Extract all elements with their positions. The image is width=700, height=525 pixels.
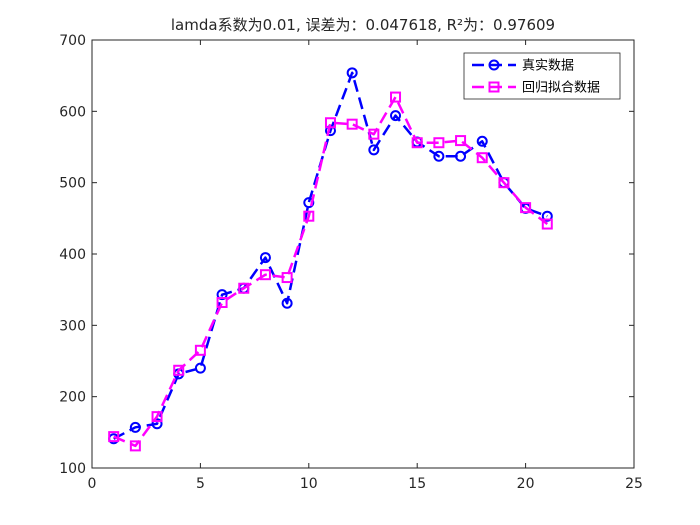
chart-title: lamda系数为0.01, 误差为：0.047618, R²为：0.97609 bbox=[171, 16, 555, 34]
legend-marker-2 bbox=[488, 81, 500, 93]
x-tick-label: 20 bbox=[517, 476, 535, 492]
data-point-1 bbox=[194, 362, 206, 374]
data-point-2 bbox=[390, 91, 402, 103]
x-tick-label: 0 bbox=[88, 476, 97, 492]
y-tick-label: 300 bbox=[59, 318, 86, 334]
data-point-2 bbox=[108, 431, 120, 443]
data-point-1 bbox=[455, 150, 467, 162]
x-tick-label: 25 bbox=[625, 476, 643, 492]
axes: 0 5 10 15 20 25 100 200 300 400 500 600 700 bbox=[59, 33, 643, 492]
y-tick-label: 400 bbox=[59, 247, 86, 263]
x-tick-label: 15 bbox=[408, 476, 426, 492]
data-point-2 bbox=[238, 282, 250, 294]
data-point-2 bbox=[303, 210, 315, 222]
data-point-1 bbox=[129, 421, 141, 433]
data-point-1 bbox=[151, 418, 163, 430]
data-point-2 bbox=[455, 135, 467, 147]
data-point-1 bbox=[216, 289, 228, 301]
data-point-1 bbox=[368, 144, 380, 156]
data-point-2 bbox=[324, 117, 336, 129]
data-point-1 bbox=[346, 67, 358, 79]
y-tick-label: 600 bbox=[59, 104, 86, 120]
legend-marker-1 bbox=[488, 59, 500, 71]
y-tick-label: 500 bbox=[59, 176, 86, 192]
x-tick-label: 5 bbox=[196, 476, 205, 492]
data-point-2 bbox=[520, 202, 532, 214]
data-point-1 bbox=[281, 297, 293, 309]
y-tick-label: 700 bbox=[59, 33, 86, 49]
data-point-1 bbox=[259, 252, 271, 264]
data-point-1 bbox=[433, 150, 445, 162]
data-point-2 bbox=[498, 177, 510, 189]
data-point-1 bbox=[541, 210, 553, 222]
legend-label-2: 回归拟合数据 bbox=[522, 81, 600, 96]
data-point-2 bbox=[368, 128, 380, 140]
data-point-2 bbox=[173, 364, 185, 376]
data-point-2 bbox=[259, 269, 271, 281]
data-point-1 bbox=[390, 110, 402, 122]
data-point-2 bbox=[411, 137, 423, 149]
data-point-2 bbox=[541, 218, 553, 230]
plot-area bbox=[91, 39, 635, 469]
data-point-2 bbox=[476, 152, 488, 164]
series-line-1 bbox=[113, 71, 548, 440]
data-point-1 bbox=[303, 197, 315, 209]
data-point-2 bbox=[194, 344, 206, 356]
data-point-2 bbox=[433, 137, 445, 149]
y-tick-label: 200 bbox=[59, 390, 86, 406]
series-layer bbox=[108, 67, 553, 452]
x-tick-label: 10 bbox=[300, 476, 318, 492]
legend-label-1: 真实数据 bbox=[522, 59, 574, 74]
y-tick-label: 100 bbox=[59, 461, 86, 477]
data-point-2 bbox=[216, 297, 228, 309]
data-point-2 bbox=[281, 272, 293, 284]
data-point-1 bbox=[476, 135, 488, 147]
data-point-2 bbox=[346, 118, 358, 130]
data-point-2 bbox=[129, 440, 141, 452]
data-point-2 bbox=[151, 411, 163, 423]
